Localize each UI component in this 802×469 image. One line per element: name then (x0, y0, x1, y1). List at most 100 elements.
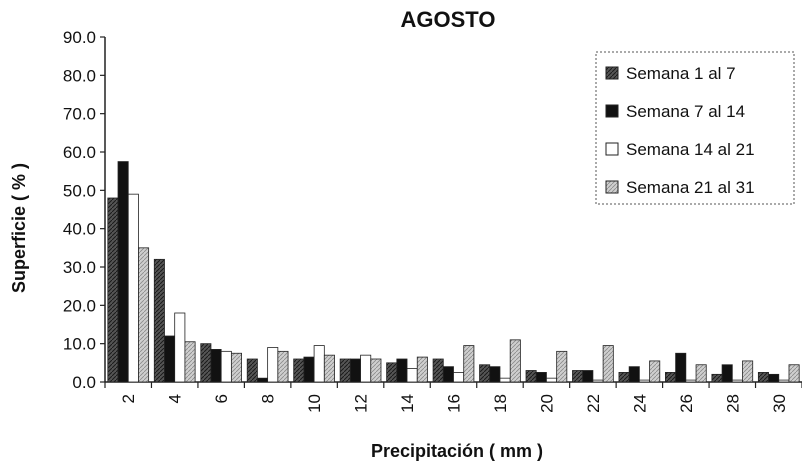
bar (442, 366, 454, 383)
bar (489, 366, 501, 383)
x-tick-label: 10 (305, 394, 324, 413)
x-tick-label: 16 (445, 394, 464, 413)
x-tick-label: 8 (259, 394, 278, 403)
bar (742, 360, 754, 383)
bar (731, 379, 743, 383)
bar (546, 377, 558, 383)
bar (453, 372, 465, 383)
y-tick-label: 40.0 (63, 220, 96, 239)
bar (675, 352, 687, 383)
bar (479, 364, 491, 383)
bar (293, 358, 305, 383)
y-tick-label: 60.0 (63, 143, 96, 162)
bar (768, 373, 780, 383)
bar (386, 362, 398, 383)
bar (174, 312, 186, 383)
x-tick-label: 28 (723, 394, 742, 413)
y-tick-label: 30.0 (63, 258, 96, 277)
bar (370, 358, 382, 383)
x-tick-label: 26 (677, 394, 696, 413)
x-tick-label: 4 (166, 394, 185, 403)
y-tick-label: 0.0 (72, 373, 96, 392)
bar (220, 350, 232, 383)
bar (230, 352, 242, 383)
bar (313, 345, 325, 383)
bar (618, 372, 630, 383)
bar (406, 368, 418, 383)
x-axis: 2 4 6 8 10 12 14 16 18 20 22 24 26 28 30 (104, 381, 802, 413)
x-tick-label: 20 (537, 394, 556, 413)
y-axis: 0.0 10.0 20.0 30.0 40.0 50.0 60.0 70.0 80.0 90.0 (63, 28, 106, 392)
bar (721, 364, 733, 383)
bar (628, 366, 640, 383)
bar (184, 341, 196, 383)
bar (396, 358, 408, 383)
bar (164, 335, 176, 383)
bar (107, 197, 119, 383)
bars (107, 161, 800, 383)
y-tick-label: 90.0 (63, 28, 96, 47)
legend-swatch (605, 142, 619, 156)
legend-label: Semana 7 al 14 (626, 102, 745, 121)
bar (153, 258, 165, 383)
y-tick-label: 80.0 (63, 66, 96, 85)
bar (695, 364, 707, 383)
bar (257, 377, 269, 383)
bar (592, 379, 604, 383)
bar (267, 347, 279, 383)
x-tick-label: 22 (584, 394, 603, 413)
bar (339, 358, 351, 383)
bar (582, 370, 594, 383)
bar (535, 372, 547, 383)
bar (572, 370, 584, 383)
bar (602, 345, 614, 383)
x-tick-label: 30 (770, 394, 789, 413)
x-axis-title: Precipitación ( mm ) (371, 441, 543, 461)
legend-label: Semana 14 al 21 (626, 140, 755, 159)
legend-label: Semana 21 al 31 (626, 178, 755, 197)
bar (360, 354, 372, 383)
legend-swatch (605, 66, 619, 80)
bar (556, 350, 568, 383)
x-tick-label: 12 (352, 394, 371, 413)
bar (665, 372, 677, 383)
bar (277, 350, 289, 383)
legend: Semana 1 al 7 Semana 7 al 14 Semana 14 al … (595, 51, 795, 205)
bar (463, 345, 475, 383)
bar (711, 373, 723, 383)
x-tick-label: 6 (212, 394, 231, 403)
bar (200, 343, 212, 383)
bar (432, 358, 444, 383)
chart-title: AGOSTO (401, 7, 496, 32)
bar (685, 379, 697, 383)
bar (210, 349, 222, 383)
y-tick-label: 20.0 (63, 296, 96, 315)
bar (138, 247, 150, 383)
x-tick-label: 24 (630, 394, 649, 413)
y-tick-label: 10.0 (63, 335, 96, 354)
legend-swatch (605, 180, 619, 194)
legend-box (595, 51, 795, 205)
legend-swatch (605, 104, 619, 118)
y-tick-label: 50.0 (63, 181, 96, 200)
bar (757, 372, 769, 383)
bar (117, 161, 129, 383)
bar (788, 364, 800, 383)
x-tick-label: 18 (491, 394, 510, 413)
legend-label: Semana 1 al 7 (626, 64, 736, 83)
bar (416, 356, 428, 383)
bar (509, 339, 521, 383)
y-tick-label: 70.0 (63, 105, 96, 124)
bar (303, 356, 315, 383)
x-tick-label: 2 (119, 394, 138, 403)
bar (638, 379, 650, 383)
bar (127, 193, 139, 383)
bar (499, 377, 511, 383)
bar (778, 379, 790, 383)
bar (349, 358, 361, 383)
y-axis-title: Superficie ( % ) (9, 163, 29, 293)
x-tick-label: 14 (398, 394, 417, 413)
bar (246, 358, 258, 383)
